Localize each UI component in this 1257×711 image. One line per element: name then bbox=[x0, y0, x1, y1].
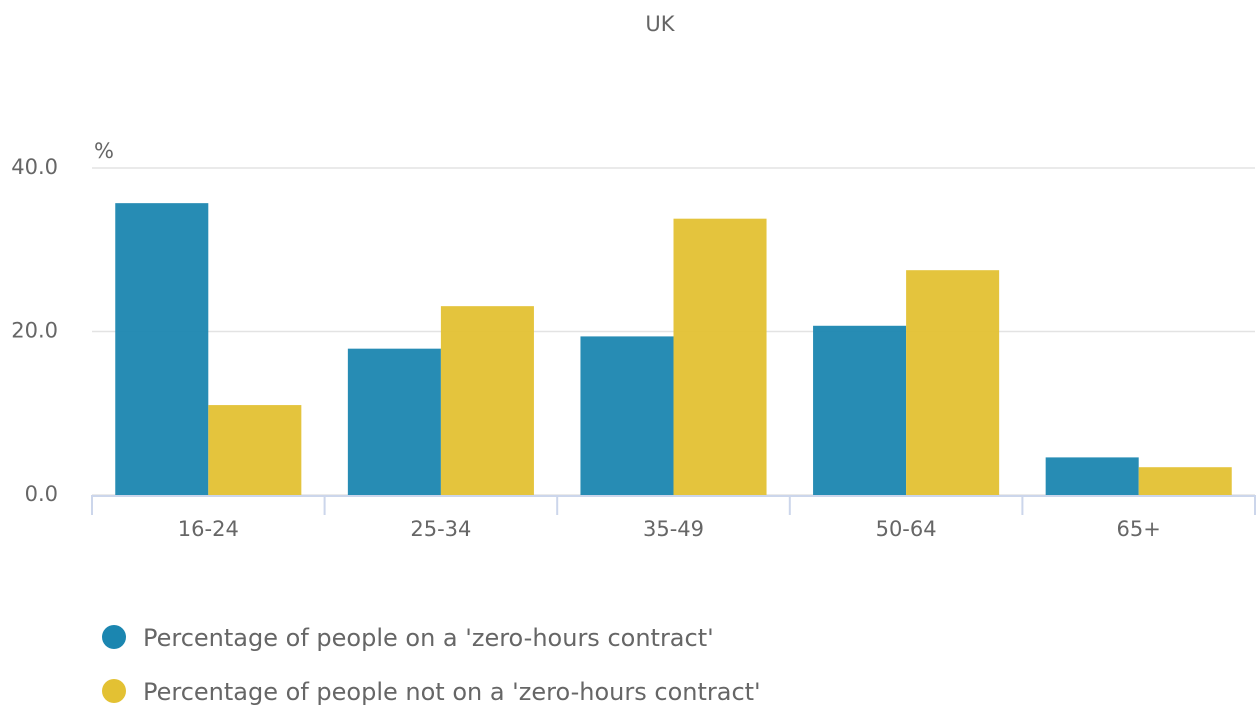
y-tick-label: 40.0 bbox=[11, 155, 58, 179]
x-tick-label: 65+ bbox=[1117, 517, 1161, 541]
bar bbox=[906, 270, 1000, 495]
x-tick-label: 16-24 bbox=[178, 517, 239, 541]
y-tick-label: 20.0 bbox=[11, 319, 58, 343]
bar bbox=[580, 336, 674, 495]
bar bbox=[673, 218, 767, 495]
bar bbox=[347, 348, 441, 495]
chart-title: UK bbox=[645, 12, 675, 36]
x-tick-label: 25-34 bbox=[410, 517, 471, 541]
legend-label: Percentage of people not on a 'zero-hour… bbox=[143, 678, 761, 706]
legend-marker bbox=[102, 679, 126, 703]
bar bbox=[1138, 467, 1232, 495]
bar bbox=[440, 306, 534, 495]
legend-marker bbox=[102, 625, 126, 649]
bar bbox=[208, 405, 302, 495]
bar bbox=[115, 203, 209, 495]
bar bbox=[813, 325, 907, 495]
x-tick-label: 35-49 bbox=[643, 517, 704, 541]
x-tick-label: 50-64 bbox=[876, 517, 937, 541]
legend-label: Percentage of people on a 'zero-hours co… bbox=[143, 624, 714, 652]
bar bbox=[1045, 457, 1139, 495]
y-axis-label: % bbox=[94, 139, 114, 163]
y-tick-label: 0.0 bbox=[25, 482, 58, 506]
